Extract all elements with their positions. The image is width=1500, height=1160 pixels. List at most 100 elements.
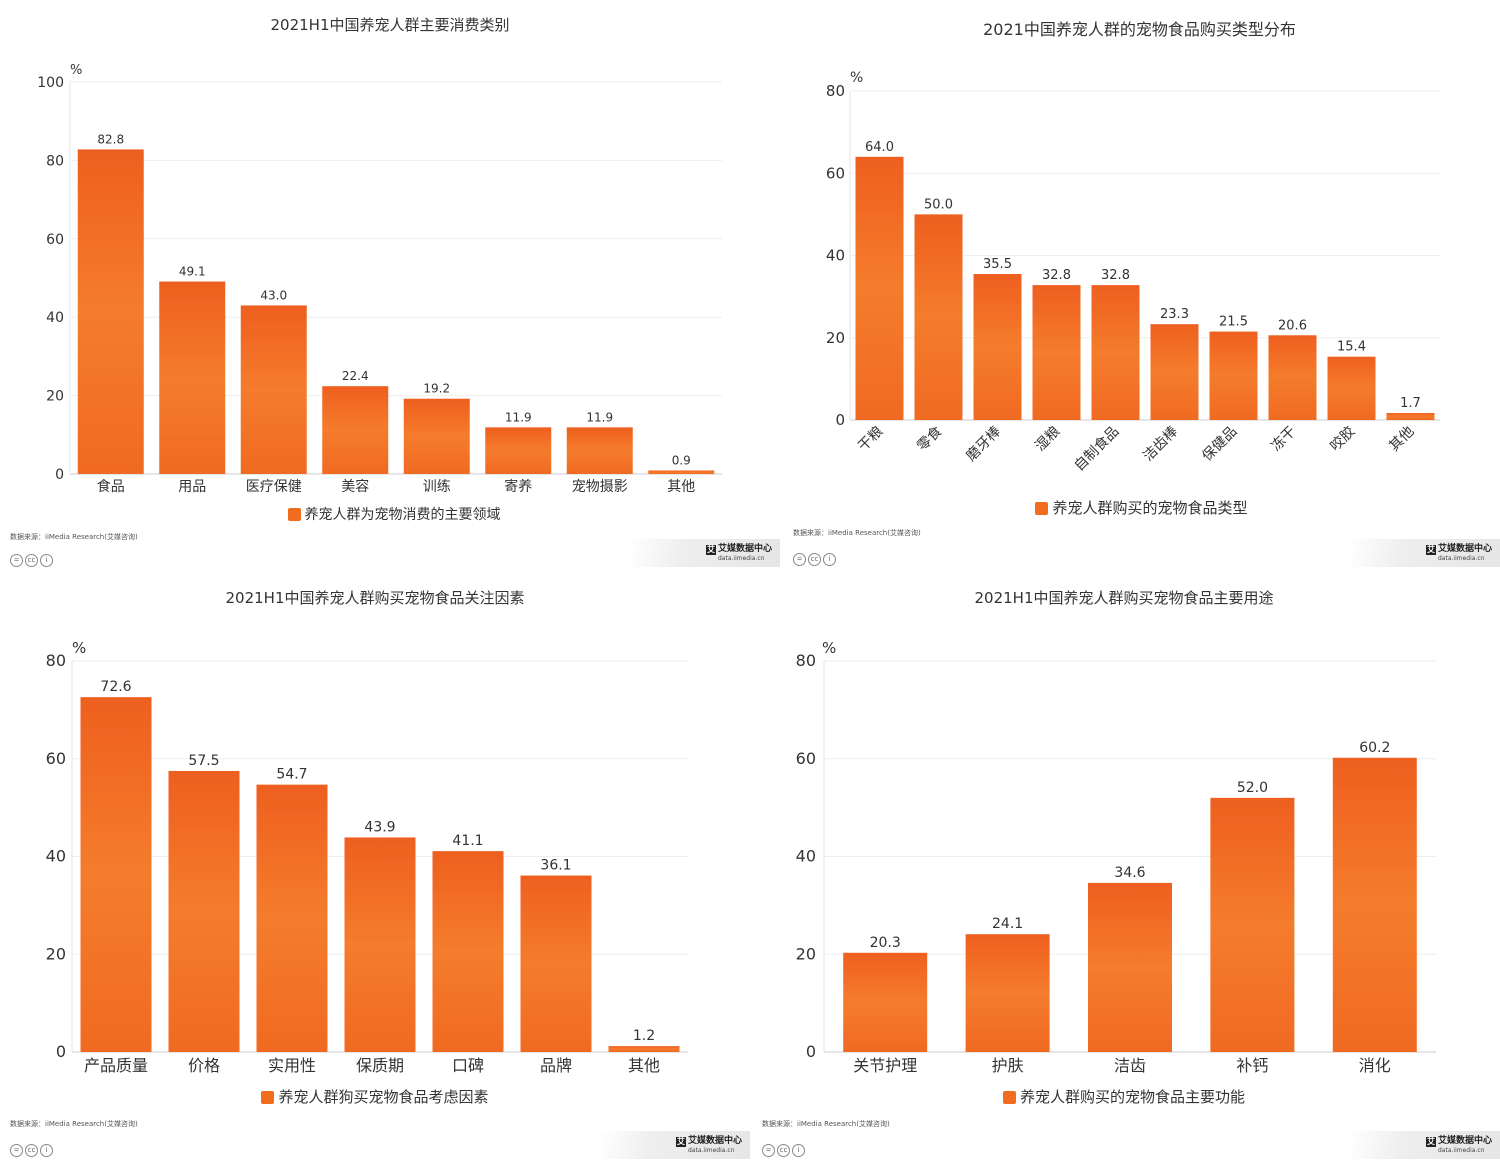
brand-name: 艾媒数据中心 xyxy=(1437,1136,1492,1146)
x-tick-label: 洁齿 xyxy=(1114,1056,1146,1075)
data-label: 57.5 xyxy=(188,753,219,769)
y-tick-label: 0 xyxy=(56,1042,66,1061)
bar xyxy=(240,305,307,474)
chart-svg: 0 20 40 60 80% 72.6 产品质量 57.5 价格 54.7 实用性 43.9 保质期 41… xyxy=(46,639,688,1075)
brand-logo-icon: 艾 xyxy=(705,545,716,555)
data-label: 22.4 xyxy=(342,369,369,383)
chart-title: 2021H1中国养宠人群主要消费类别 xyxy=(270,16,510,34)
x-tick-label: 其他 xyxy=(628,1056,660,1075)
brand-name: 艾媒数据中心 xyxy=(1437,544,1492,554)
bar xyxy=(403,398,470,474)
chart-legend: 养宠人群购买的宠物食品类型 xyxy=(783,497,1500,518)
chart-svg: 0 20 40 60 80% 64.0 干粮 50.0 零食 35.5 磨牙棒 32.8 湿粮 32.8 自… xyxy=(826,70,1440,474)
data-label: 21.5 xyxy=(1219,315,1248,330)
y-tick-label: 20 xyxy=(826,329,845,347)
data-label: 32.8 xyxy=(1042,268,1071,283)
y-tick-label: 80 xyxy=(46,651,66,670)
y-tick-label: 0 xyxy=(55,467,64,483)
data-label: 35.5 xyxy=(983,257,1012,272)
legend-swatch xyxy=(1035,502,1049,515)
bar xyxy=(648,470,715,474)
brand-watermark: 艾艾媒数据中心 data.iimedia.cn xyxy=(1350,1131,1500,1159)
brand-watermark: 艾艾媒数据中心 data.iimedia.cn xyxy=(630,539,780,567)
legend-label: 养宠人群购买的宠物食品类型 xyxy=(1052,499,1248,517)
y-tick-label: 60 xyxy=(796,749,816,768)
bar xyxy=(1088,882,1172,1052)
cc-by-icon: i xyxy=(40,1144,53,1157)
bar xyxy=(973,274,1022,420)
x-tick-label: 价格 xyxy=(188,1056,220,1075)
brand-name: 艾媒数据中心 xyxy=(687,1136,742,1146)
cc-icon: cc xyxy=(25,554,38,567)
x-tick-label: 护肤 xyxy=(992,1056,1024,1075)
bar xyxy=(80,697,152,1052)
x-tick-label: 零食 xyxy=(914,423,946,455)
bar xyxy=(608,1046,680,1052)
data-label: 0.9 xyxy=(672,453,691,467)
legend-label: 养宠人群为宠物消费的主要领域 xyxy=(304,507,501,523)
chart-title: 2021中国养宠人群的宠物食品购买类型分布 xyxy=(983,20,1296,39)
cc-license-icons: = cc i xyxy=(793,546,838,566)
chart-legend: 养宠人群购买的宠物食品主要功能 xyxy=(752,1086,1498,1107)
data-label: 20.3 xyxy=(870,935,901,951)
bar xyxy=(1150,324,1199,420)
data-label: 32.8 xyxy=(1101,268,1130,283)
brand-watermark: 艾艾媒数据中心 data.iimedia.cn xyxy=(600,1131,750,1159)
x-tick-label: 产品质量 xyxy=(84,1056,148,1075)
x-tick-label: 品牌 xyxy=(540,1056,572,1075)
cc-icon: cc xyxy=(25,1144,38,1157)
x-tick-label: 训练 xyxy=(423,479,451,495)
bar xyxy=(1327,356,1376,420)
x-tick-label: 冻干 xyxy=(1268,423,1300,455)
x-tick-label: 补钙 xyxy=(1236,1056,1268,1075)
x-tick-label: 用品 xyxy=(178,479,206,495)
data-label: 19.2 xyxy=(423,382,450,396)
legend-label: 养宠人群购买的宠物食品主要功能 xyxy=(1019,1088,1245,1106)
data-label: 24.1 xyxy=(992,916,1023,932)
chart-panel-consumption: 2021H1中国养宠人群主要消费类别 0 20 40 60 80 100% 82.8 食品 49… xyxy=(0,0,780,567)
data-label: 11.9 xyxy=(586,410,613,424)
brand-watermark: 艾艾媒数据中心 data.iimedia.cn xyxy=(1350,539,1500,567)
chart-legend: 养宠人群狗买宠物食品考虑因素 xyxy=(0,1086,750,1107)
x-tick-label: 寄养 xyxy=(504,478,532,495)
y-tick-label: 40 xyxy=(46,847,66,866)
chart-panel-attention-factors: 2021H1中国养宠人群购买宠物食品关注因素 0 20 40 60 80% 72.6 产品质… xyxy=(0,573,750,1160)
bar xyxy=(914,214,963,420)
data-label: 1.2 xyxy=(633,1028,655,1044)
bar xyxy=(322,386,389,474)
x-tick-label: 其他 xyxy=(1386,424,1417,455)
data-label: 50.0 xyxy=(924,197,953,212)
data-source: 数据来源：iiMedia Research(艾媒咨询) xyxy=(10,1120,138,1128)
cc-icon: cc xyxy=(808,553,821,566)
data-source: 数据来源：iiMedia Research(艾媒咨询) xyxy=(762,1120,890,1128)
legend-swatch xyxy=(1002,1091,1016,1104)
brand-url: data.iimedia.cn xyxy=(717,555,765,562)
data-label: 23.3 xyxy=(1160,307,1189,322)
y-tick-label: 40 xyxy=(826,247,845,265)
x-tick-label: 其他 xyxy=(667,479,695,495)
y-unit-label: % xyxy=(70,63,82,78)
cc-nd-icon: = xyxy=(793,553,806,566)
cc-by-icon: i xyxy=(792,1144,805,1157)
brand-logo-icon: 艾 xyxy=(1425,1137,1436,1147)
chart-svg: 0 20 40 60 80 100% 82.8 食品 49.1 用品 43.0 医疗保健 22.4 美容 1… xyxy=(37,63,722,495)
bar xyxy=(566,427,633,474)
brand-url: data.iimedia.cn xyxy=(1437,555,1485,562)
y-tick-label: 0 xyxy=(806,1042,816,1061)
brand-url: data.iimedia.cn xyxy=(1437,1147,1485,1154)
bar xyxy=(432,851,504,1052)
y-tick-label: 80 xyxy=(826,82,845,100)
bar xyxy=(168,770,240,1052)
bar xyxy=(344,837,416,1052)
x-tick-label: 咬胶 xyxy=(1327,423,1359,455)
data-label: 60.2 xyxy=(1359,740,1390,756)
x-tick-label: 干粮 xyxy=(855,424,886,455)
cc-by-icon: i xyxy=(823,553,836,566)
y-tick-label: 80 xyxy=(46,153,64,169)
cc-nd-icon: = xyxy=(10,554,23,567)
data-source: 数据来源：iiMedia Research(艾媒咨询) xyxy=(10,533,138,541)
bar xyxy=(1210,797,1295,1052)
y-tick-label: 60 xyxy=(46,749,66,768)
x-tick-label: 磨牙棒 xyxy=(963,424,1004,465)
cc-license-icons: = cc i xyxy=(10,547,55,567)
